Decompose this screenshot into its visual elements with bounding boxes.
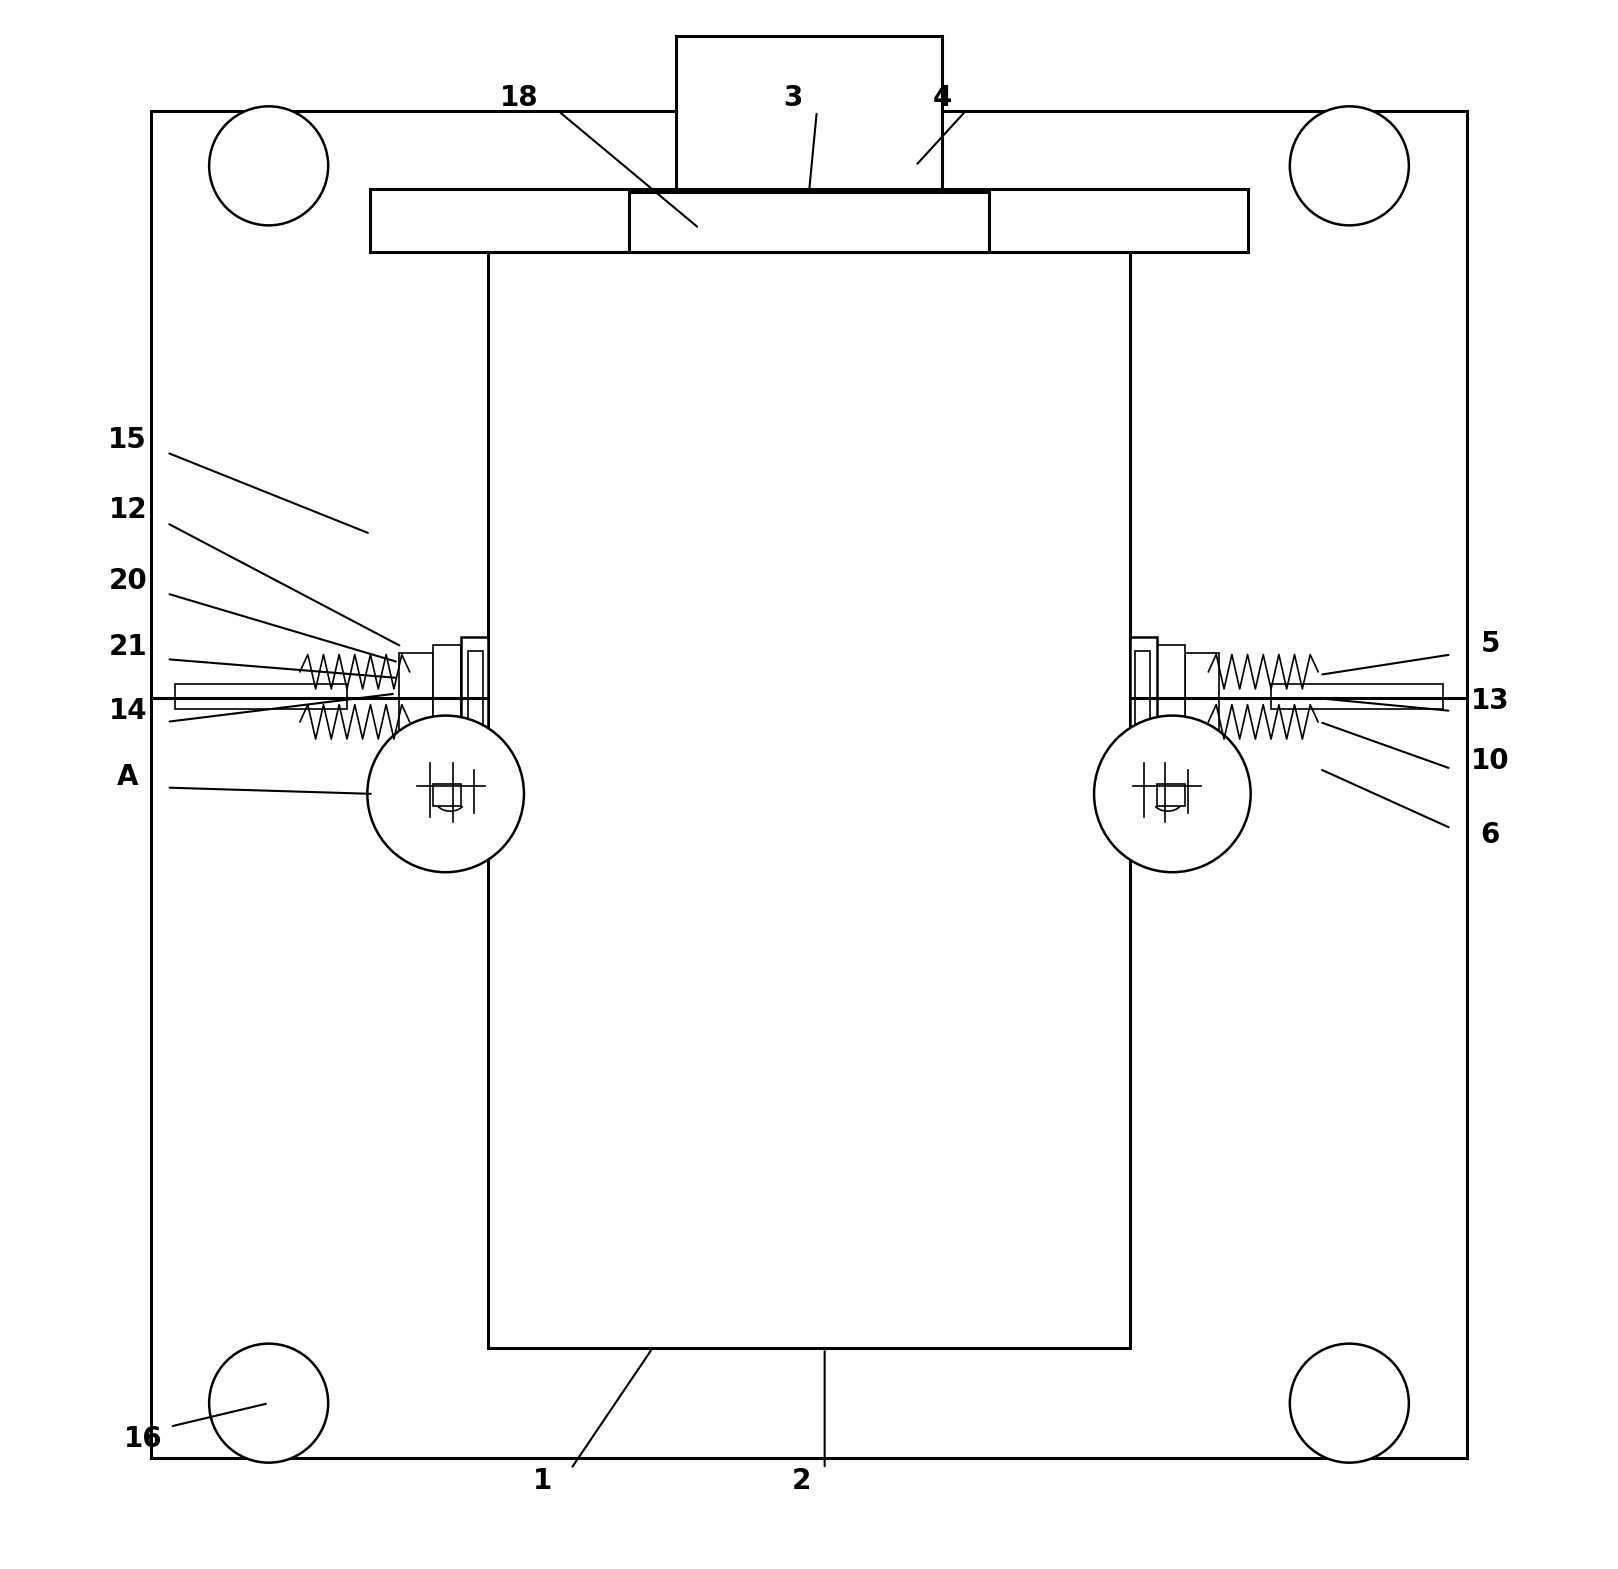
Bar — [1157, 645, 1184, 742]
Circle shape — [209, 107, 328, 226]
Text: 3: 3 — [783, 85, 803, 113]
Bar — [1129, 637, 1157, 750]
Bar — [434, 784, 461, 806]
Bar — [676, 36, 942, 193]
Text: 13: 13 — [1471, 687, 1510, 715]
Text: 16: 16 — [125, 1425, 163, 1453]
Text: 6: 6 — [1480, 821, 1500, 849]
Bar — [489, 253, 1129, 1348]
Bar — [1134, 651, 1150, 737]
Bar — [175, 684, 346, 709]
Bar — [150, 111, 1468, 1458]
Bar — [434, 645, 461, 742]
Text: 4: 4 — [932, 85, 951, 113]
Text: 2: 2 — [791, 1467, 811, 1495]
Bar — [1184, 653, 1220, 734]
Text: 20: 20 — [108, 566, 147, 595]
Bar — [398, 653, 434, 734]
Circle shape — [209, 1343, 328, 1462]
Text: A: A — [116, 763, 139, 791]
Text: 10: 10 — [1471, 747, 1510, 775]
Bar — [1157, 784, 1184, 806]
Bar — [629, 193, 989, 253]
Bar — [461, 637, 489, 750]
Circle shape — [1290, 107, 1409, 226]
Text: 12: 12 — [108, 496, 147, 524]
Text: 18: 18 — [500, 85, 539, 113]
Text: 21: 21 — [108, 632, 147, 661]
Text: 14: 14 — [108, 697, 147, 725]
Circle shape — [367, 715, 524, 872]
Text: 1: 1 — [532, 1467, 552, 1495]
Text: 15: 15 — [108, 425, 147, 453]
Bar — [1272, 684, 1443, 709]
Text: 5: 5 — [1480, 629, 1500, 657]
Bar — [468, 651, 484, 737]
Circle shape — [1094, 715, 1251, 872]
Circle shape — [1290, 1343, 1409, 1462]
